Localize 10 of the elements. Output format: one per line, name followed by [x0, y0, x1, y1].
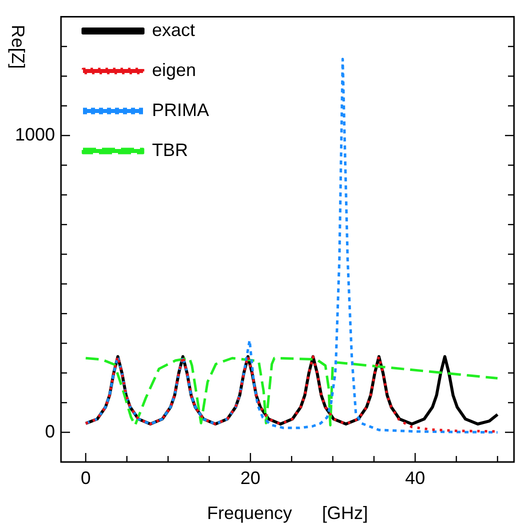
legend-label: TBR	[152, 140, 188, 160]
x-tick-label: 0	[80, 468, 91, 488]
legend-label: PRIMA	[152, 100, 210, 120]
y-tick-label: 1000	[14, 124, 55, 144]
x-tick-label: 40	[405, 468, 426, 488]
legend-label: eigen	[152, 60, 196, 80]
x-tick-label: 20	[240, 468, 260, 488]
legend-label: exact	[152, 20, 196, 40]
x-axis-title: Frequency [GHz]	[206, 503, 368, 524]
y-axis-title: Re[Z]	[8, 24, 28, 69]
